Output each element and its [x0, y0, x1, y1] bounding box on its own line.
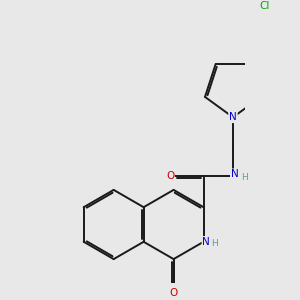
Text: N: N	[231, 169, 239, 179]
Text: O: O	[166, 171, 174, 181]
Text: N: N	[229, 112, 237, 122]
Text: H: H	[211, 239, 218, 248]
Text: H: H	[241, 173, 248, 182]
Text: O: O	[169, 288, 178, 298]
Text: Cl: Cl	[259, 1, 269, 11]
Text: N: N	[202, 237, 210, 247]
